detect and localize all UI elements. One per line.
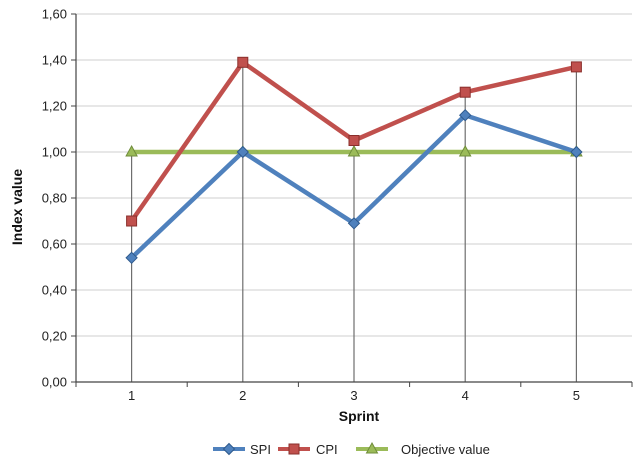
- gridlines: [71, 13, 632, 383]
- data-point-spi: [458, 108, 472, 122]
- series-spi: [125, 108, 583, 265]
- legend-label: SPI: [250, 442, 271, 457]
- data-point-spi: [347, 217, 361, 230]
- legend-item-spi: SPI: [213, 442, 271, 457]
- y-tick-label: 0,40: [42, 283, 67, 298]
- y-tick-label: 1,40: [42, 53, 67, 68]
- data-point-spi: [236, 145, 250, 159]
- x-tick-labels: 1 2 3 4 5: [128, 388, 580, 403]
- data-point-cpi: [348, 135, 360, 146]
- legend-marker: [288, 443, 300, 455]
- data-point-spi: [570, 145, 583, 159]
- y-tick-label: 1,60: [42, 7, 67, 22]
- data-point-cpi: [570, 61, 582, 73]
- series-cpi: [126, 56, 582, 227]
- y-tick-label: 0,00: [42, 375, 67, 390]
- data-point-objective-value: [125, 144, 138, 157]
- x-tick-label: 2: [239, 388, 246, 403]
- drop-lines: [131, 62, 578, 382]
- axes: [75, 14, 633, 387]
- x-tick-label: 3: [350, 388, 357, 403]
- y-tick-label: 0,20: [42, 329, 67, 344]
- y-tick-label: 0,80: [42, 191, 67, 206]
- legend-marker: [222, 442, 236, 456]
- legend: SPI CPI Objective value: [213, 441, 490, 457]
- data-point-cpi: [459, 86, 471, 98]
- x-tick-label: 5: [573, 388, 580, 403]
- x-tick-label: 4: [462, 388, 469, 403]
- legend-item-cpi: CPI: [278, 442, 338, 457]
- data-point-cpi: [237, 56, 249, 68]
- legend-marker: [365, 441, 379, 454]
- x-axis-title: Sprint: [339, 408, 380, 424]
- y-axis-title: Index value: [9, 169, 25, 245]
- series-objective-value: [125, 144, 583, 157]
- series-layer: [125, 56, 583, 265]
- data-point-cpi: [126, 215, 138, 227]
- legend-item-objective-value: Objective value: [356, 441, 490, 457]
- legend-label: Objective value: [401, 442, 490, 457]
- x-tick-label: 1: [128, 388, 135, 403]
- legend-label: CPI: [316, 442, 338, 457]
- data-point-objective-value: [458, 144, 472, 157]
- y-tick-label: 1,20: [42, 99, 67, 114]
- data-point-spi: [125, 251, 138, 265]
- y-tick-labels: 0,00 0,20 0,40 0,60 0,80 1,00 1,20 1,40 1,60: [42, 7, 67, 390]
- y-tick-label: 1,00: [42, 145, 67, 160]
- data-point-objective-value: [347, 144, 361, 157]
- y-tick-label: 0,60: [42, 237, 67, 252]
